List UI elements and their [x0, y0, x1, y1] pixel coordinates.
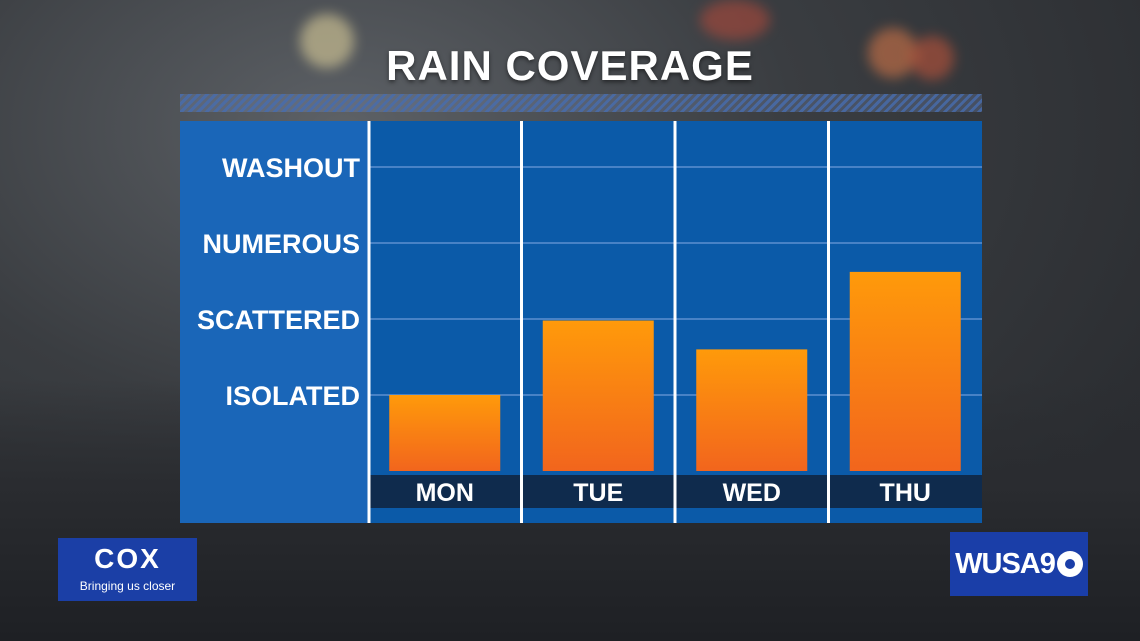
bar-mon — [389, 395, 501, 471]
bokeh-light — [700, 0, 770, 40]
y-tick-label: WASHOUT — [222, 153, 361, 183]
x-tick-label: WED — [723, 479, 781, 507]
sponsor-tagline: Bringing us closer — [79, 579, 176, 593]
y-tick-label: NUMEROUS — [202, 229, 360, 259]
station-logo: WUSA9 — [950, 532, 1088, 596]
x-tick-label: MON — [416, 479, 474, 507]
x-axis-labels: MON TUE WED THU — [416, 479, 931, 507]
sponsor-name: COX — [94, 543, 161, 574]
x-tick-label: TUE — [573, 479, 623, 507]
chart-title: RAIN COVERAGE — [386, 42, 754, 89]
sponsor-logo: COX Bringing us closer — [58, 538, 197, 601]
y-tick-label: ISOLATED — [226, 381, 361, 411]
station-logo-text: WUSA9 — [955, 547, 1056, 580]
bokeh-light — [910, 36, 954, 80]
bokeh-light — [868, 28, 918, 78]
y-label-panel — [180, 121, 368, 523]
y-tick-label: SCATTERED — [197, 305, 360, 335]
bokeh-light — [300, 14, 354, 68]
y-axis-labels: ISOLATED SCATTERED NUMEROUS WASHOUT — [197, 153, 361, 411]
bar-tue — [542, 320, 654, 471]
cbs-eye-icon — [1056, 551, 1083, 577]
title-hatch-bar — [180, 94, 982, 112]
day-separators — [367, 121, 830, 523]
bars — [389, 271, 961, 471]
bar-wed — [696, 349, 808, 471]
x-tick-label: THU — [880, 479, 931, 507]
bar-thu — [849, 271, 961, 471]
